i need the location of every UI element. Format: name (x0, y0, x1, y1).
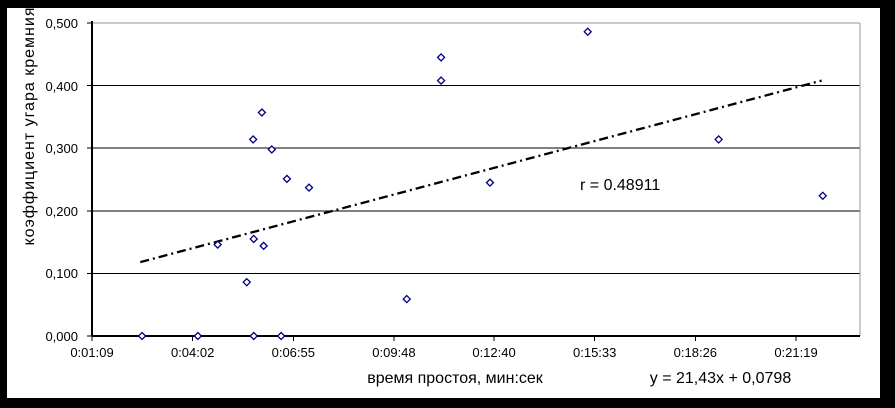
x-tick-label: 0:06:55 (271, 345, 315, 360)
data-point (249, 234, 259, 244)
data-point (436, 76, 446, 86)
data-point (242, 277, 252, 287)
data-point (583, 27, 593, 37)
y-tick-label: 0,000 (45, 329, 78, 344)
data-point (249, 331, 259, 341)
x-tick-label: 0:21:19 (774, 345, 818, 360)
x-axis-title: время простоя, мин:сек (367, 370, 543, 387)
data-point (402, 294, 412, 304)
y-tick-label: 0,100 (45, 266, 78, 282)
data-point (267, 145, 277, 154)
data-point (276, 331, 286, 341)
x-tick-label: 0:09:48 (372, 345, 416, 360)
data-point (485, 178, 495, 188)
data-point (282, 174, 292, 184)
y-tick-label: 0,300 (45, 141, 78, 157)
data-point (193, 331, 203, 341)
x-tick-label: 0:18:26 (673, 345, 718, 360)
y-tick-label: 0,400 (45, 78, 78, 94)
data-point (248, 135, 258, 144)
data-point (257, 108, 267, 117)
trendline (139, 79, 822, 264)
y-tick-label: 0,500 (45, 16, 78, 31)
x-tick-label: 0:01:09 (70, 345, 114, 360)
data-point (213, 240, 223, 250)
data-point (436, 53, 446, 62)
y-tick-label: 0,200 (45, 203, 78, 219)
data-point (818, 191, 828, 201)
x-tick-label: 0:04:02 (170, 345, 215, 360)
x-tick-label: 0:15:33 (573, 345, 617, 360)
chart-canvas: коэффициент угара кремния время простоя,… (7, 8, 880, 398)
data-point (137, 331, 147, 341)
data-point (304, 183, 314, 193)
x-tick-label: 0:12:40 (472, 345, 516, 360)
correlation-annotation: r = 0.48911 (580, 177, 661, 194)
trendline-equation: y = 21,43x + 0,0798 (649, 370, 792, 387)
scatter-plot (87, 21, 861, 341)
data-point (259, 241, 269, 251)
data-point (714, 135, 724, 144)
